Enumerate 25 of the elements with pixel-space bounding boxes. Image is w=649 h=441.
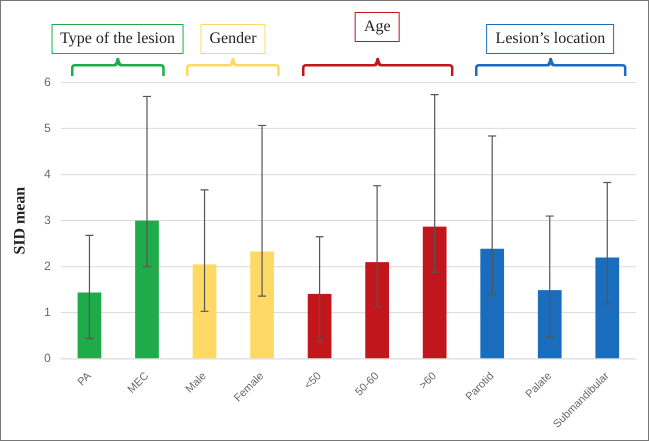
- bar: [192, 264, 216, 358]
- text: Age: [354, 12, 400, 42]
- bar: [250, 252, 274, 358]
- y-tick-label: 4: [44, 166, 52, 181]
- y-tick-label: 3: [44, 212, 52, 227]
- y-tick-label: 2: [44, 258, 52, 273]
- bar: [308, 294, 332, 358]
- x-tick-label: >60: [417, 370, 439, 392]
- y-tick-label: 1: [44, 305, 52, 319]
- bar: [135, 220, 159, 358]
- bar: [538, 290, 562, 358]
- text: Type of the lesion: [51, 24, 184, 54]
- y-tick-label: 0: [44, 351, 52, 366]
- bar: [365, 262, 389, 358]
- text: Gender: [200, 24, 266, 54]
- bar: [480, 248, 504, 358]
- x-tick-label: <50: [302, 370, 324, 392]
- bar: [78, 292, 102, 358]
- y-tick-label: 6: [44, 74, 52, 89]
- text: Lesion’s location: [486, 24, 614, 54]
- bar: [422, 226, 447, 358]
- y-axis-title: SID mean: [12, 186, 29, 254]
- y-tick-label: 5: [44, 120, 52, 135]
- bar: [595, 257, 620, 358]
- x-tick-label: PA: [75, 370, 94, 388]
